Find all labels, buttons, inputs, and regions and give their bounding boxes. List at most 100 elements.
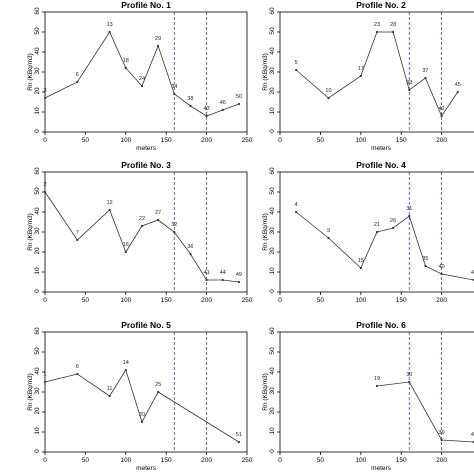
data-point: [157, 44, 160, 48]
y-tick-label: 20: [269, 407, 276, 415]
point-label: 36: [187, 244, 193, 250]
point-label: 42: [439, 106, 445, 112]
y-tick-label: 20: [34, 87, 41, 95]
y-tick-label: 20: [269, 87, 276, 95]
y-axis-title: Rn (KBq/m3): [262, 53, 269, 91]
data-point: [375, 384, 379, 388]
data-point: [189, 252, 192, 256]
x-tick-label: 200: [436, 457, 447, 464]
panel-title: Profile No. 2: [356, 0, 406, 10]
x-axis-title: meters: [136, 145, 157, 152]
data-point: [140, 84, 144, 88]
data-point: [237, 102, 241, 106]
data-point: [157, 390, 160, 394]
panel-title: Profile No. 1: [121, 0, 171, 10]
data-point: [205, 114, 208, 118]
data-point: [237, 440, 241, 444]
panel-title: Profile No. 3: [121, 160, 171, 170]
series-line: [44, 31, 240, 117]
panel-1: Profile No. 1 0 10 20 30 40 50 60 0 50 100 150 200 25…: [27, 0, 253, 152]
y-tick-label: 20: [34, 407, 41, 415]
x-tick-label: 100: [120, 297, 131, 304]
point-label: 16: [123, 242, 129, 248]
panel-5: Profile No. 5 0 10 20 30 40 50 60 0 50 100 150 200 25…: [27, 320, 253, 472]
panel-title: Profile No. 6: [356, 320, 406, 330]
x-tick-label: 100: [120, 137, 131, 144]
y-tick-label: 0: [34, 129, 41, 133]
data-point: [456, 90, 459, 94]
data-point: [221, 108, 224, 112]
x-tick-label: 150: [396, 457, 407, 464]
x-tick-label: 150: [161, 457, 172, 464]
point-label: 5: [295, 60, 298, 66]
point-label: 49: [236, 272, 242, 278]
point-label: 30: [406, 372, 412, 378]
y-tick-label: 30: [34, 227, 41, 235]
point-label: 6: [76, 72, 79, 78]
x-tick-label: 200: [201, 457, 212, 464]
point-label: 48: [471, 270, 474, 276]
series-line: [295, 31, 459, 117]
y-tick-label: 0: [269, 289, 276, 293]
point-label: 41: [204, 270, 210, 276]
point-label: 7: [76, 230, 79, 236]
x-tick-label: 150: [396, 137, 407, 144]
data-point: [327, 96, 330, 100]
data-point: [140, 420, 144, 424]
data-point: [108, 394, 111, 398]
data-point: [359, 74, 362, 78]
point-label: 43: [204, 106, 210, 112]
point-label: 31: [406, 206, 412, 212]
y-tick-label: 50: [34, 187, 41, 195]
y-tick-label: 60: [269, 167, 276, 175]
x-tick-label: 50: [82, 457, 90, 464]
x-tick-label: 200: [201, 137, 212, 144]
data-point: [359, 266, 362, 270]
x-tick-label: 50: [317, 457, 325, 464]
y-axis-title: Rn (KBq/m3): [27, 373, 34, 411]
data-point: [43, 380, 47, 384]
x-tick-label: 0: [43, 457, 47, 464]
x-tick-label: 0: [278, 457, 282, 464]
x-axis-title: meters: [371, 465, 392, 472]
y-tick-label: 60: [34, 7, 41, 15]
y-axis-title: Rn (KBq/m3): [27, 53, 34, 91]
y-axis-title: Rn (KBq/m3): [262, 213, 269, 251]
point-label: 25: [155, 382, 161, 388]
x-tick-label: 250: [242, 137, 253, 144]
panel-title: Profile No. 5: [121, 320, 171, 330]
x-tick-label: 0: [278, 297, 282, 304]
data-point: [173, 92, 176, 96]
point-label: 40: [439, 264, 445, 270]
data-point: [392, 30, 395, 34]
data-point: [173, 230, 176, 234]
point-label: 17: [358, 66, 364, 72]
x-tick-label: 50: [317, 137, 325, 144]
y-tick-label: 30: [269, 227, 276, 235]
data-point: [295, 210, 298, 214]
data-point: [327, 236, 330, 240]
panel-2: Profile No. 2010203040506005010015020025…: [262, 0, 474, 152]
y-tick-label: 40: [34, 207, 41, 215]
y-tick-label: 0: [269, 129, 276, 133]
data-point: [124, 250, 127, 254]
data-point: [108, 208, 111, 212]
y-tick-label: 40: [269, 47, 276, 55]
data-point: [205, 278, 208, 282]
point-label: 12: [107, 200, 113, 206]
y-tick-label: 40: [269, 207, 276, 215]
point-label: 45: [455, 82, 461, 88]
point-label: 39: [439, 430, 445, 436]
x-tick-label: 200: [201, 297, 212, 304]
x-tick-label: 100: [355, 457, 366, 464]
data-point: [157, 218, 160, 222]
y-tick-label: 20: [269, 247, 276, 255]
x-tick-label: 200: [436, 137, 447, 144]
y-tick-label: 10: [269, 267, 276, 275]
point-label: 26: [390, 218, 396, 224]
y-tick-label: 0: [269, 449, 276, 453]
panel-4: Profile No. 4010203040506005010015020025…: [262, 160, 474, 304]
series-line: [295, 211, 474, 281]
data-point: [124, 66, 127, 70]
data-point: [295, 68, 298, 72]
